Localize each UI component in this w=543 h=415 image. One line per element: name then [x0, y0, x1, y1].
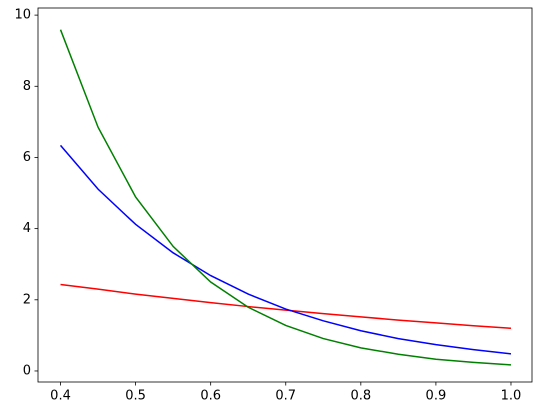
y-tick-label: 2 [23, 292, 31, 307]
line-series [59, 29, 512, 366]
y-tick-label: 8 [23, 79, 31, 94]
x-tick-label: 0.6 [200, 389, 221, 404]
x-tick-label: 1.0 [501, 389, 522, 404]
x-tick-label: 0.7 [275, 389, 296, 404]
axes-frame [37, 7, 533, 383]
y-tick-label: 10 [14, 8, 31, 23]
y-tick-label: 0 [23, 363, 31, 378]
x-tick-label: 0.5 [125, 389, 146, 404]
line-series [59, 144, 512, 355]
y-tick-label: 6 [23, 150, 31, 165]
x-tick-label: 0.8 [350, 389, 371, 404]
x-tick-label: 0.9 [426, 389, 447, 404]
x-tick-label: 0.4 [50, 389, 71, 404]
line-series [60, 283, 512, 330]
y-tick-label: 4 [23, 221, 31, 236]
